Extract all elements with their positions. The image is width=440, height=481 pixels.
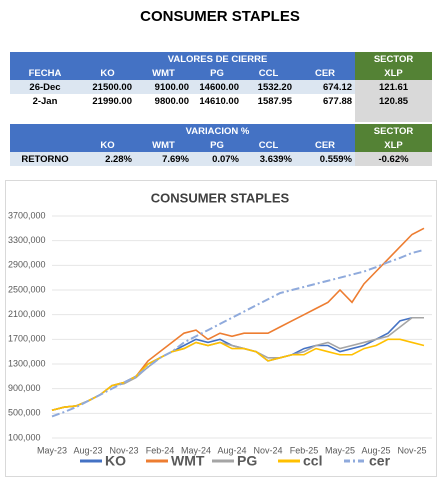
series-line [51, 248, 425, 418]
series-line [51, 227, 425, 412]
cell: 14600.00 [192, 80, 242, 94]
y-tick-label: 3700,000 [8, 210, 46, 220]
cell: 14610.00 [199, 95, 239, 107]
cell: 21500.00 [80, 80, 135, 94]
header-cell [10, 124, 80, 138]
x-tick-label: May-23 [37, 445, 67, 455]
y-tick-label: 500,000 [8, 408, 41, 418]
cell: 21990.00 [92, 95, 132, 107]
column-header: KO [80, 66, 135, 80]
x-tick-label: Nov-25 [397, 445, 426, 455]
empty-cell [355, 108, 433, 122]
cell: 2.28% [80, 152, 135, 166]
cell: 2-Jan [32, 95, 58, 107]
column-header: PG [192, 138, 242, 152]
x-tick-label: Feb-25 [290, 445, 319, 455]
column-header: FECHA [10, 66, 80, 80]
cell: 1587.95 [257, 95, 292, 107]
y-tick-label: 2100,000 [8, 309, 46, 319]
cell: 26-Dec [10, 80, 80, 94]
column-header: XLP [355, 66, 433, 80]
y-tick-label: 1700,000 [8, 334, 46, 344]
cell: 7.69% [135, 152, 192, 166]
y-tick-label: 100,000 [8, 432, 41, 442]
cell: 9800.00 [154, 95, 189, 107]
cell: 0.559% [295, 152, 356, 166]
column-header: XLP [355, 138, 433, 152]
legend-label: ccl [303, 453, 322, 469]
header-cell [10, 52, 80, 66]
cell: 1532.20 [242, 80, 295, 94]
legend-label: WMT [171, 453, 205, 469]
group-header: VALORES DE CIERRE [80, 52, 356, 66]
chart-title: CONSUMER STAPLES [151, 190, 290, 205]
closing-table: VALORES DE CIERRE SECTOR FECHA KO WMT PG CCL CE… [10, 52, 433, 122]
cell: 3.639% [242, 152, 295, 166]
column-header: KO [80, 138, 135, 152]
x-tick-label: May-24 [181, 445, 211, 455]
group-header: VARIACION % [80, 124, 356, 138]
column-header: WMT [135, 138, 192, 152]
cell: -0.62% [355, 152, 433, 166]
cell: 674.12 [295, 80, 356, 94]
column-header: CCL [242, 66, 295, 80]
column-header: CER [295, 66, 356, 80]
cell: RETORNO [10, 152, 80, 166]
x-tick-label: Feb-24 [146, 445, 175, 455]
header-cell [10, 138, 80, 152]
x-tick-label: Nov-24 [253, 445, 282, 455]
x-tick-label: Aug-24 [217, 445, 246, 455]
return-table: VARIACION % SECTOR KO WMT PG CCL CER XLP RETORNO… [10, 124, 433, 166]
cell: 120.85 [355, 94, 433, 108]
chart-frame [5, 180, 437, 477]
legend-label: KO [105, 453, 126, 469]
x-tick-label: May-25 [325, 445, 355, 455]
column-header: WMT [135, 66, 192, 80]
legend-label: cer [369, 453, 391, 469]
cell: 0.07% [192, 152, 242, 166]
cell: 9100.00 [135, 80, 192, 94]
x-tick-label: Aug-25 [361, 445, 390, 455]
y-tick-label: 1300,000 [8, 358, 46, 368]
x-tick-label: Aug-23 [73, 445, 102, 455]
column-header: CCL [242, 138, 295, 152]
series-line [51, 338, 425, 412]
page-title: CONSUMER STAPLES [140, 8, 300, 25]
cell: 121.61 [355, 80, 433, 94]
column-header: CER [295, 138, 356, 152]
y-tick-label: 2900,000 [8, 260, 46, 270]
legend-label: PG [237, 453, 257, 469]
cell: 677.88 [322, 95, 353, 107]
y-tick-label: 2500,000 [8, 284, 46, 294]
sector-header: SECTOR [355, 52, 433, 66]
y-tick-label: 3300,000 [8, 235, 46, 245]
y-tick-label: 900,000 [8, 383, 41, 393]
x-tick-label: Nov-23 [109, 445, 138, 455]
column-header: PG [192, 66, 242, 80]
sector-header: SECTOR [355, 124, 433, 138]
